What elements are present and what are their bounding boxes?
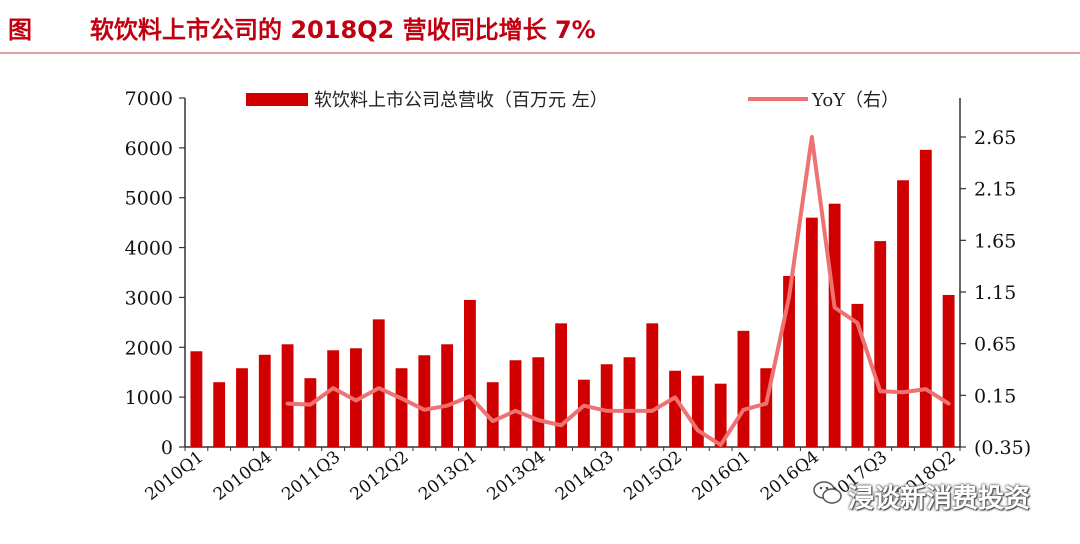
revenue-bar: [942, 294, 955, 447]
bars: [190, 149, 955, 447]
y-right-tick-label: 0.65: [974, 334, 1016, 356]
y-right-tick-label: 1.65: [974, 230, 1016, 252]
watermark-text: 浸谈新消费投资: [848, 484, 1031, 514]
revenue-bar: [828, 203, 841, 447]
figure-label: 图: [8, 16, 32, 44]
legend-bar-label: 软饮料上市公司总营收（百万元 左）: [314, 90, 608, 111]
revenue-bar: [851, 303, 864, 447]
revenue-bar: [600, 364, 613, 447]
revenue-bar: [919, 149, 932, 447]
revenue-bar: [372, 319, 385, 447]
y-left-tick-label: 5000: [125, 188, 173, 210]
revenue-bar: [236, 368, 248, 447]
wechat-icon: [813, 481, 842, 504]
y-right-tick-label: 2.65: [974, 127, 1016, 149]
revenue-bar: [213, 382, 226, 447]
y-left-tick-label: 4000: [125, 238, 173, 260]
revenue-bar: [669, 370, 681, 447]
yoy-line-path: [285, 135, 951, 447]
revenue-bar: [304, 378, 317, 447]
revenue-bar: [874, 241, 887, 447]
revenue-bar: [418, 355, 431, 447]
x-tick-label: 2013Q4: [483, 447, 549, 505]
revenue-bar: [441, 344, 454, 447]
revenue-bar: [737, 330, 750, 447]
x-tick-label: 2011Q3: [278, 447, 344, 505]
x-tick-label: 2013Q1: [415, 447, 481, 505]
revenue-bar: [464, 299, 476, 447]
revenue-bar: [623, 357, 636, 447]
y-left-tick-label: 1000: [125, 387, 173, 409]
revenue-bar: [760, 368, 773, 447]
y-left-tick-label: 6000: [125, 138, 173, 160]
title-divider: [0, 52, 1080, 54]
revenue-bar: [577, 379, 590, 447]
yoy-line: [285, 135, 951, 447]
revenue-bar: [327, 350, 340, 447]
x-tick-label: 2010Q4: [210, 447, 276, 505]
revenue-bar: [646, 323, 659, 447]
y-left-tick-label: 3000: [125, 287, 173, 309]
revenue-bar: [897, 180, 909, 447]
x-tick-label: 2015Q2: [620, 447, 686, 505]
revenue-bar: [805, 217, 818, 447]
revenue-bar: [190, 351, 203, 447]
revenue-bar: [395, 368, 408, 447]
revenue-bar: [783, 275, 795, 447]
revenue-bar: [714, 383, 727, 447]
y-left-tick-label: 7000: [125, 88, 173, 110]
y-right-tick-label: 0.15: [974, 385, 1016, 407]
revenue-bar: [555, 323, 568, 447]
legend-bar-swatch: [246, 93, 308, 106]
chart-title: 软饮料上市公司的 2018Q2 营收同比增长 7%: [90, 16, 596, 44]
legend: 软饮料上市公司总营收（百万元 左） YoY（右）: [246, 90, 899, 111]
y-right-tick-label: 1.15: [974, 282, 1016, 304]
revenue-bar: [258, 354, 271, 447]
legend-line-label: YoY（右）: [811, 90, 899, 111]
y-left-tick-label: 2000: [125, 337, 173, 359]
title-row: 图 软饮料上市公司的 2018Q2 营收同比增长 7%: [0, 0, 1080, 52]
y-right-tick-label: 2.15: [974, 179, 1016, 201]
revenue-bar: [691, 375, 704, 447]
revenue-bar: [532, 357, 545, 447]
revenue-bar: [509, 360, 522, 447]
x-tick-label: 2016Q1: [689, 447, 755, 505]
x-tick-label: 2012Q2: [347, 447, 413, 505]
revenue-bar: [486, 382, 499, 447]
y-left-tick-label: 0: [161, 437, 173, 459]
revenue-bar: [350, 348, 362, 447]
revenue-bar: [281, 344, 294, 447]
y-right-tick-label: (0.35): [974, 437, 1031, 459]
x-tick-label: 2010Q1: [142, 447, 208, 505]
x-tick-label: 2014Q3: [552, 447, 618, 505]
